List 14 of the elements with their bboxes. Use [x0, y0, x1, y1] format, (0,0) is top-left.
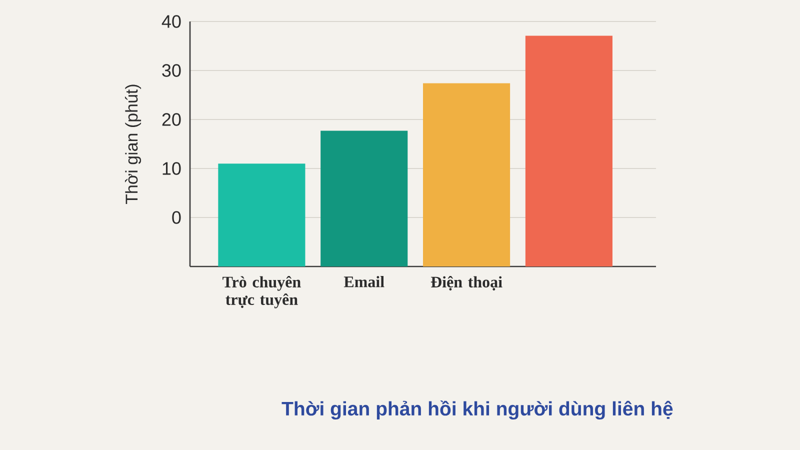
bar: [423, 83, 510, 266]
y-tick-label: 10: [162, 162, 181, 175]
x-tick-label: Điện thoại: [430, 276, 502, 290]
y-axis-title: Thời gian (phút): [124, 84, 142, 204]
x-tick-label: Trò chuyên trực tuyên: [222, 276, 301, 308]
y-tick-label: 30: [162, 64, 181, 77]
bar: [218, 164, 306, 266]
y-tick-label: 0: [172, 211, 181, 224]
y-tick-label: 20: [162, 113, 181, 126]
y-tick-label: 40: [162, 15, 181, 28]
bar: [320, 130, 408, 266]
text: Thời gian phản hồi khi người dùng liên hệ: [282, 400, 673, 420]
x-tick-label: Email: [344, 276, 384, 288]
bar: [525, 36, 612, 266]
